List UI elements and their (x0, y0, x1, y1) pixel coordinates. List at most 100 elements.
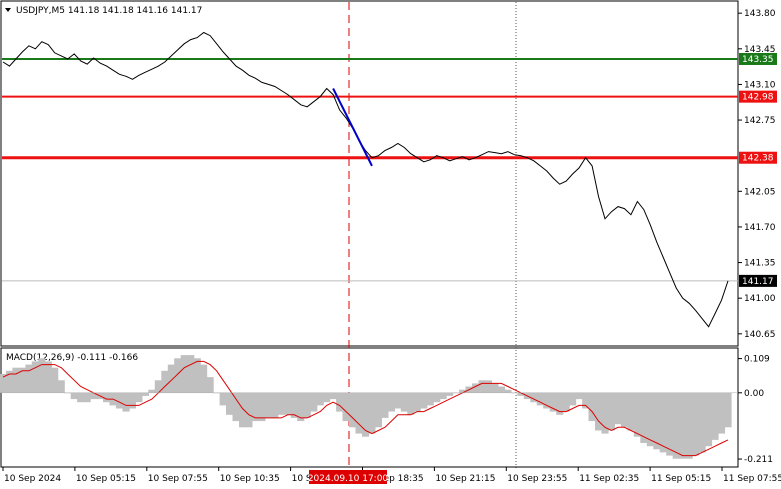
macd-y-axis: 0.109 0.00 -0.211 (2, 355, 773, 465)
macd-bar (25, 364, 33, 393)
macd-bar (562, 392, 570, 412)
macd-bar (232, 392, 240, 422)
macd-bar (692, 392, 700, 456)
macd-bar (12, 367, 20, 393)
macd-bar (504, 389, 512, 393)
macd-bar (258, 392, 266, 422)
macd-bar (446, 392, 454, 396)
macd-bar (381, 392, 389, 418)
macd-bar (148, 389, 156, 393)
time-tick-label: 10 Sep 23:55 (507, 474, 567, 484)
macd-bar (426, 392, 434, 406)
macd-bar (724, 392, 732, 428)
price-level-tag-bg (739, 90, 777, 103)
macd-bar (277, 392, 285, 415)
macd-bar (329, 392, 337, 400)
macd-bar (620, 392, 628, 428)
macd-bar (407, 392, 415, 415)
macd-bar (38, 358, 46, 393)
macd-bar (303, 392, 311, 418)
price-level-tag-label: 142.38 (742, 154, 774, 164)
macd-bar (5, 370, 13, 393)
time-tick-label: 10 Sep 2024 (4, 474, 61, 484)
caret-down-icon[interactable] (5, 8, 11, 12)
time-tick-label: 10 Sep 10:35 (220, 474, 280, 484)
macd-bar (420, 392, 428, 409)
macd-bar (362, 392, 370, 437)
macd-bar (90, 392, 98, 400)
macd-bar (575, 392, 583, 400)
price-level-tags: 143.35 142.98 142.38 141.17 (739, 52, 777, 287)
time-tick-label: 10 Sep 18:35 (364, 474, 424, 484)
macd-bar (530, 392, 538, 403)
macd-bar (543, 392, 551, 409)
macd-bar (433, 392, 441, 403)
highlighted-time-tag-bg (309, 470, 387, 484)
macd-signal-polyline (2, 360, 729, 457)
macd-bar (116, 392, 124, 409)
price-tick-label: 141.35 (744, 259, 776, 269)
macd-bar (582, 392, 590, 409)
time-axis: 10 Sep 2024 10 Sep 05:15 10 Sep 07:55 10 Se… (1, 466, 781, 484)
macd-bar (18, 367, 26, 393)
macd-bar (640, 392, 648, 443)
macd-bar (245, 392, 253, 428)
price-level-tag-label: 143.35 (742, 55, 774, 65)
macd-bar (290, 392, 298, 418)
macd-bar (57, 380, 65, 393)
macd-bar (439, 392, 447, 400)
macd-bar (141, 392, 149, 396)
time-tick-label: 11 Sep 05:15 (651, 474, 711, 484)
price-annotations (332, 88, 373, 167)
macd-bar (491, 383, 499, 393)
price-line (2, 31, 729, 328)
macd-bar (187, 355, 195, 393)
macd-bar (679, 392, 687, 459)
time-tick-label: 10 Sep 05:15 (76, 474, 136, 484)
price-level-lines (2, 57, 738, 282)
trendline[interactable] (332, 88, 373, 167)
macd-bar (478, 380, 486, 393)
time-tick-label: 11 Sep 02:35 (579, 474, 639, 484)
macd-bar (297, 392, 305, 422)
macd-bar (666, 392, 674, 456)
macd-bar (44, 361, 52, 393)
macd-bar (718, 392, 726, 434)
price-panel-title: USDJPY,M5 141.18 141.18 141.16 141.17 (16, 6, 202, 16)
macd-tick-label: 0.109 (744, 355, 770, 365)
macd-bar (705, 392, 713, 447)
macd-bar (122, 392, 130, 412)
highlighted-time-tag-label: 2024.09.10 17:00 (308, 474, 389, 484)
macd-bar (284, 392, 292, 415)
macd-bar (556, 392, 564, 415)
macd-bar (206, 377, 214, 393)
macd-bar (672, 392, 680, 459)
price-series (2, 31, 729, 328)
macd-histogram (0, 355, 732, 459)
macd-bar (485, 380, 493, 393)
macd-bar (698, 392, 706, 453)
price-tick-label: 141.70 (744, 223, 776, 233)
price-panel[interactable]: USDJPY,M5 141.18 141.18 141.16 141.17 (0, 0, 739, 347)
price-level-tag-label: 141.17 (742, 277, 774, 287)
macd-bar (174, 358, 182, 393)
macd-tick-label: 0.00 (744, 389, 764, 399)
macd-bar (633, 392, 641, 437)
macd-bar (31, 361, 39, 393)
macd-bar (394, 392, 402, 409)
macd-bar (387, 392, 395, 412)
macd-bar (323, 392, 331, 403)
macd-bar (70, 392, 78, 400)
time-tick-label: 11 Sep 07:55 (723, 474, 781, 484)
macd-bar (0, 374, 7, 393)
macd-bar (251, 392, 259, 422)
macd-bar (569, 392, 577, 406)
macd-bar (400, 392, 408, 412)
macd-bar (180, 355, 188, 393)
macd-bar (219, 392, 227, 406)
macd-bar (627, 392, 635, 431)
price-level-tag-bg (739, 274, 777, 287)
macd-bar (271, 392, 279, 418)
macd-bar (374, 392, 382, 428)
